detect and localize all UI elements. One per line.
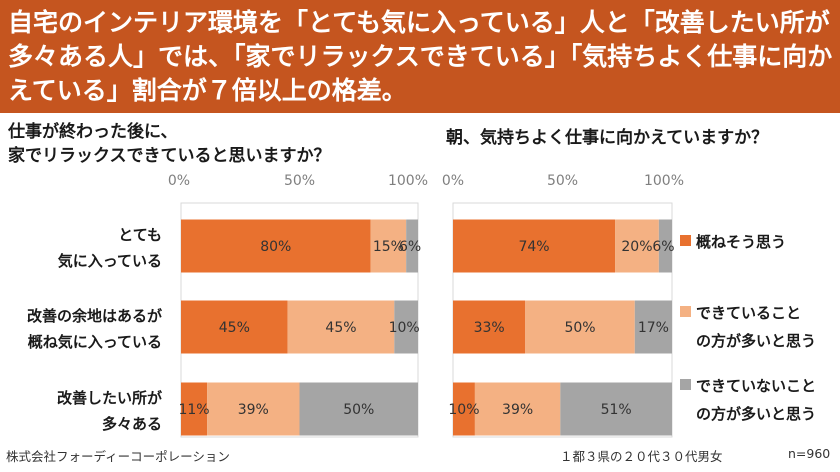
right-bar-row2-series3 xyxy=(634,300,672,354)
legend-label-3: できていないこと xyxy=(696,377,816,395)
left-data-label: 11% xyxy=(178,402,209,418)
sample-description: １都３県の２０代３０代男女 xyxy=(560,449,723,464)
left-chart-title-line-1: 仕事が終わった後に、 xyxy=(8,122,178,142)
row-label-1: 気に入っている xyxy=(58,252,162,270)
left-bar-row3-series3 xyxy=(299,382,418,436)
right-data-label: 33% xyxy=(474,320,505,336)
left-chart-title-line-2: 家でリラックスできていると思いますか？ xyxy=(8,146,331,166)
right-x-tick-label: 100% xyxy=(644,173,684,189)
right-x-tick-label: 0% xyxy=(442,173,464,189)
left-data-label: 45% xyxy=(219,320,250,336)
legend-label-2: の方が多いと思う xyxy=(696,332,816,350)
right-data-label: 74% xyxy=(518,239,549,255)
right-data-label: 20% xyxy=(621,239,652,255)
legend-swatch-3 xyxy=(680,379,691,390)
left-x-tick-label: 100% xyxy=(388,173,428,189)
row-label-2: 改善の余地はあるが xyxy=(27,307,163,325)
left-data-label: 45% xyxy=(325,320,356,336)
legend-label-2: できていること xyxy=(696,304,801,322)
left-data-label: 80% xyxy=(260,239,291,255)
left-bar-row3-series2 xyxy=(207,382,300,436)
left-x-tick-label: 0% xyxy=(168,173,190,189)
left-data-label: 39% xyxy=(238,402,269,418)
source-credit: 株式会社フォーディーコーポレーション xyxy=(6,449,230,464)
right-data-label: 10% xyxy=(448,402,479,418)
left-bar-row1-series2 xyxy=(370,219,407,273)
right-data-label: 17% xyxy=(638,320,669,336)
left-chart-title: 仕事が終わった後に、 家でリラックスできていると思いますか？ xyxy=(8,120,331,168)
right-bar-row3-series1 xyxy=(453,382,475,436)
left-data-label: 15% xyxy=(373,239,404,255)
right-data-label: 50% xyxy=(564,320,595,336)
left-bar-row1-series1 xyxy=(181,219,371,273)
left-x-tick-label: 50% xyxy=(284,173,315,189)
right-bar-row3-series2 xyxy=(474,382,561,436)
legend-swatch-1 xyxy=(680,235,691,246)
legend-swatch-2 xyxy=(680,306,691,317)
headline: 自宅のインテリア環境を「とても気に入っている」人と「改善したい所が多々ある人」で… xyxy=(8,8,833,105)
right-bar-row1-series2 xyxy=(615,219,659,273)
right-data-label: 51% xyxy=(601,402,632,418)
right-x-tick-label: 50% xyxy=(547,173,578,189)
right-bar-row3-series3 xyxy=(560,382,672,436)
left-bar-row2-series3 xyxy=(394,300,418,354)
left-data-label: 50% xyxy=(343,402,374,418)
right-bar-row1-series3 xyxy=(658,219,672,273)
right-data-label: 6% xyxy=(652,239,674,255)
left-bar-row2-series2 xyxy=(287,300,395,354)
right-bar-row2-series2 xyxy=(525,300,635,354)
sample-size: n=960 xyxy=(788,446,831,461)
left-bar-row1-series3 xyxy=(406,219,418,273)
right-bar-row2-series1 xyxy=(453,300,526,354)
legend-label-1: 概ねそう思う xyxy=(696,233,786,251)
row-label-3: 改善したい所が xyxy=(57,389,163,407)
left-bar-row2-series1 xyxy=(181,300,288,354)
row-label-3: 多々ある xyxy=(102,415,162,433)
left-data-label: 6% xyxy=(399,239,421,255)
left-bar-row3-series1 xyxy=(181,382,208,436)
row-label-1: とても xyxy=(118,226,162,244)
legend-label-3: の方が多いと思う xyxy=(696,405,816,423)
right-bar-row1-series1 xyxy=(453,219,616,273)
left-data-label: 10% xyxy=(389,320,420,336)
right-data-label: 39% xyxy=(502,402,533,418)
row-label-2: 概ね気に入っている xyxy=(28,333,162,351)
right-chart-title: 朝、気持ちよく仕事に向かえていますか？ xyxy=(446,128,769,148)
headline-banner: 自宅のインテリア環境を「とても気に入っている」人と「改善したい所が多々ある人」で… xyxy=(0,0,840,113)
